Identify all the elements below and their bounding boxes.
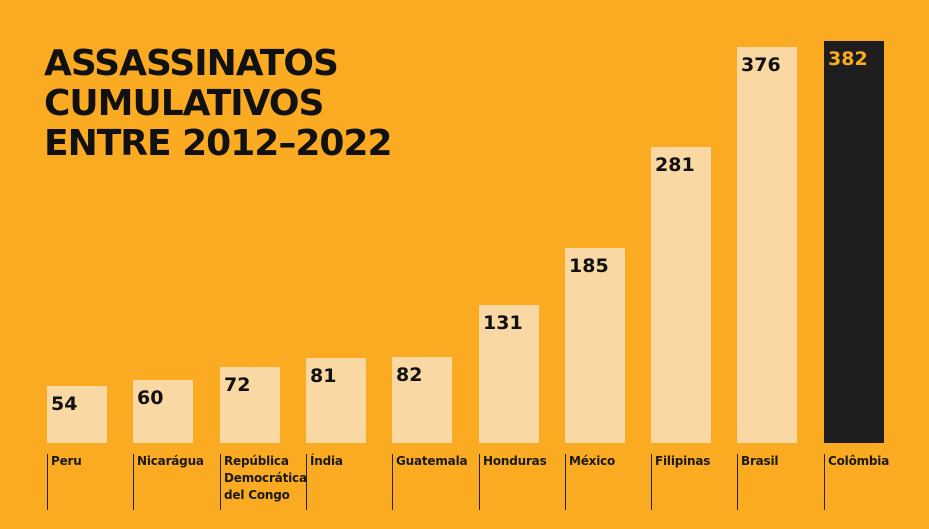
chart-title: ASSASSINATOS CUMULATIVOS ENTRE 2012–2022 <box>44 43 393 164</box>
bar-value-label: 281 <box>655 154 695 176</box>
bar <box>824 41 884 443</box>
category-label-line: Colômbia <box>828 454 890 468</box>
category-label-line: Filipinas <box>655 454 711 468</box>
category-tick <box>565 454 566 510</box>
bar-value-label: 382 <box>828 48 868 70</box>
bar <box>651 147 711 443</box>
category-tick <box>220 454 221 510</box>
category-label: México <box>569 453 653 470</box>
category-label-line: República <box>224 454 289 468</box>
category-label: Guatemala <box>396 453 480 470</box>
category-label: Peru <box>51 453 135 470</box>
bar <box>737 47 797 443</box>
chart-title-line-2: CUMULATIVOS <box>44 83 324 124</box>
category-label-line: Democrática <box>224 471 307 485</box>
category-label: Nicarágua <box>137 453 221 470</box>
category-label: Filipinas <box>655 453 739 470</box>
chart-title-line-1: ASSASSINATOS <box>44 43 339 84</box>
category-tick <box>737 454 738 510</box>
category-label-line: del Congo <box>224 488 290 502</box>
bar-value-label: 185 <box>569 255 609 277</box>
bar <box>133 380 193 443</box>
category-label: Colômbia <box>828 453 912 470</box>
category-label-line: Índia <box>310 454 343 468</box>
bar-value-label: 82 <box>396 364 423 386</box>
category-label: Brasil <box>741 453 825 470</box>
category-label-line: Brasil <box>741 454 779 468</box>
category-tick <box>133 454 134 510</box>
bar-value-label: 60 <box>137 387 164 409</box>
bar-value-label: 81 <box>310 365 337 387</box>
category-label-line: Guatemala <box>396 454 468 468</box>
bar <box>479 305 539 443</box>
category-label: Honduras <box>483 453 567 470</box>
chart-title-line-3: ENTRE 2012–2022 <box>44 123 393 164</box>
category-tick <box>306 454 307 510</box>
category-label-line: Honduras <box>483 454 547 468</box>
category-label: República Democrática del Congo <box>224 453 308 504</box>
category-tick <box>392 454 393 510</box>
bar <box>47 386 107 443</box>
category-label: Índia <box>310 453 394 470</box>
bar-value-label: 376 <box>741 54 781 76</box>
category-label-line: México <box>569 454 616 468</box>
category-label-line: Nicarágua <box>137 454 204 468</box>
bar <box>565 248 625 443</box>
category-tick <box>824 454 825 510</box>
category-label-line: Peru <box>51 454 82 468</box>
bar-value-label: 54 <box>51 393 78 415</box>
category-tick <box>479 454 480 510</box>
bar <box>392 357 452 443</box>
bar <box>306 358 366 443</box>
bar <box>220 367 280 443</box>
category-tick <box>47 454 48 510</box>
bar-value-label: 72 <box>224 374 251 396</box>
category-tick <box>651 454 652 510</box>
bar-value-label: 131 <box>483 312 523 334</box>
